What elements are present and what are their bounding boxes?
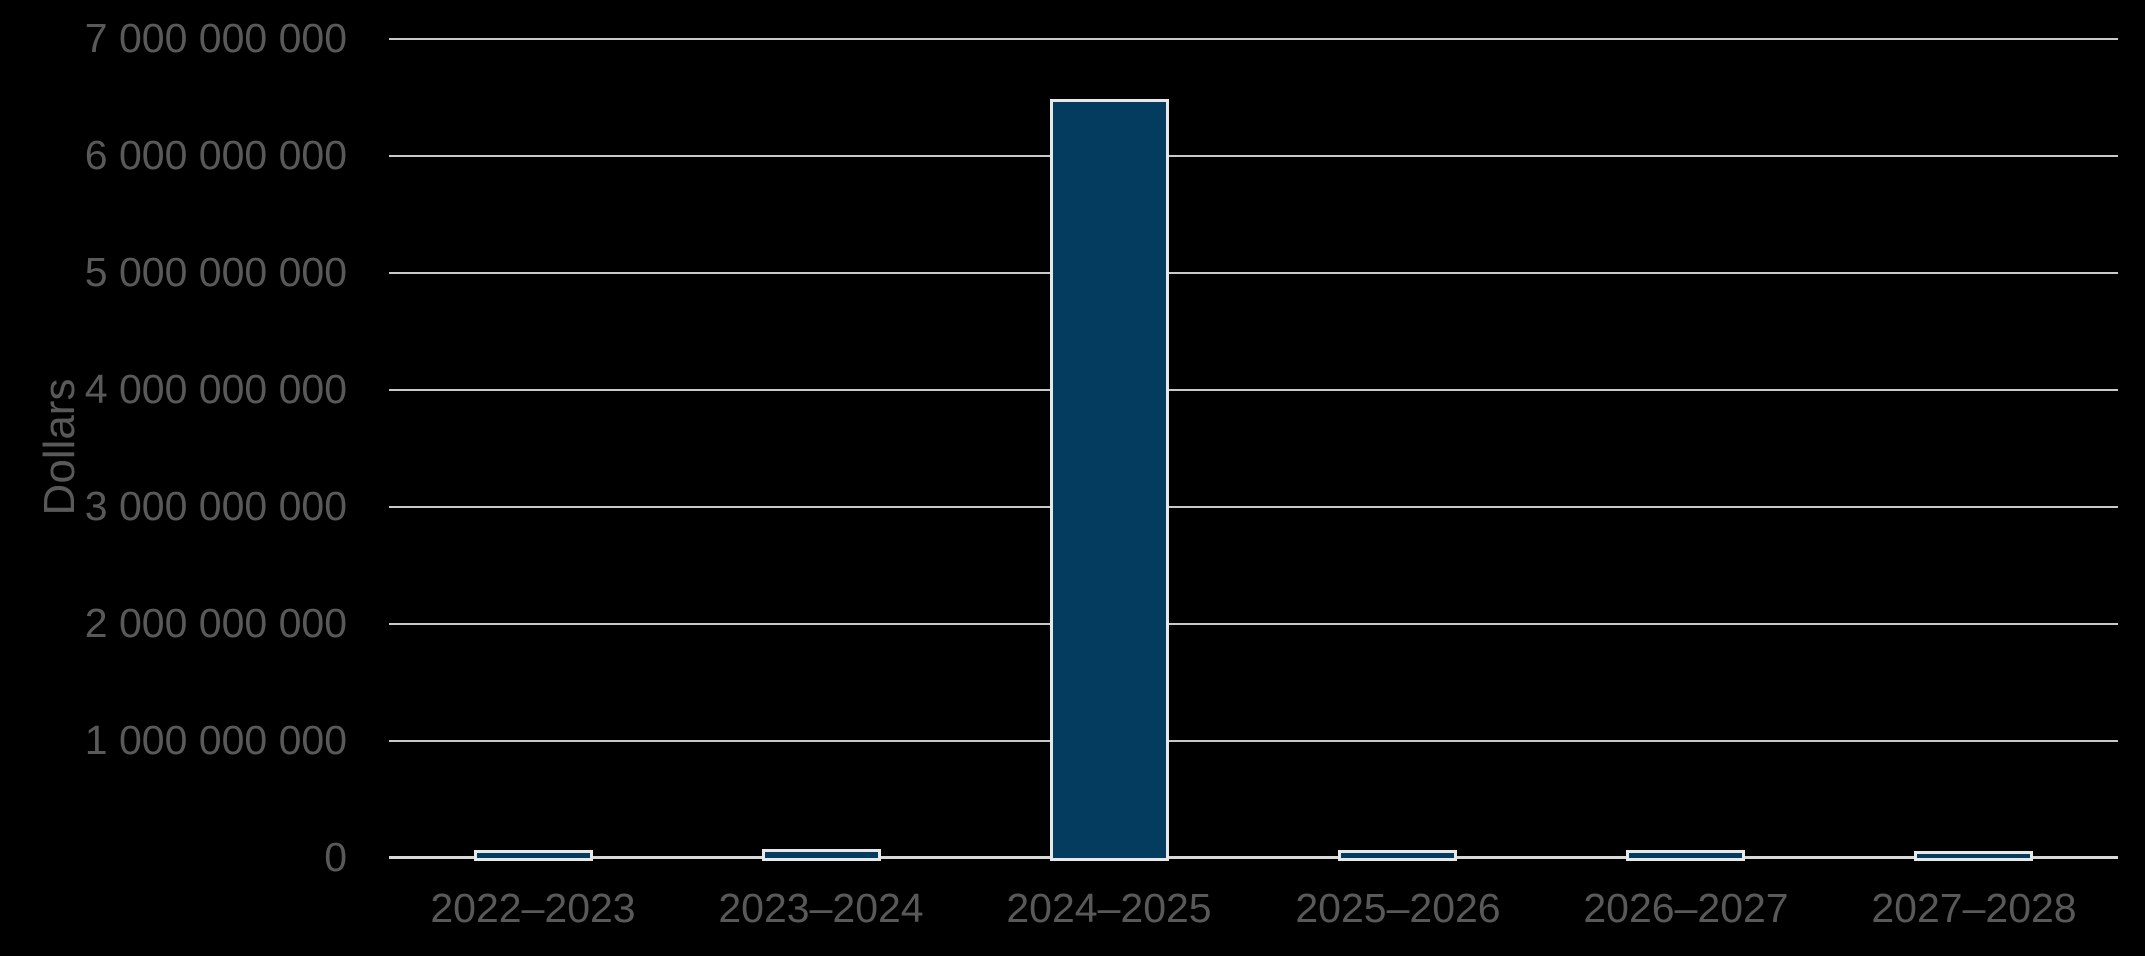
bar-2025–2026: [1338, 850, 1457, 861]
y-tick-label: 7 000 000 000: [84, 15, 347, 61]
y-tick-label: 2 000 000 000: [84, 600, 347, 646]
y-tick-label: 3 000 000 000: [84, 483, 347, 529]
y-tick-label: 5 000 000 000: [84, 249, 347, 295]
y-tick-label: 6 000 000 000: [84, 132, 347, 178]
gridline: [389, 740, 2118, 742]
bar-2026–2027: [1626, 850, 1745, 861]
bar-2022–2023: [474, 850, 593, 861]
gridline: [389, 272, 2118, 274]
bar-2027–2028: [1914, 851, 2033, 861]
bar-2024–2025: [1050, 99, 1169, 861]
bar-2023–2024: [762, 849, 881, 861]
x-tick-label: 2022–2023: [430, 885, 636, 931]
gridline: [389, 623, 2118, 625]
gridline: [389, 155, 2118, 157]
x-tick-label: 2025–2026: [1295, 885, 1501, 931]
y-tick-label: 1 000 000 000: [84, 717, 347, 763]
gridline: [389, 38, 2118, 40]
x-axis-line: [389, 856, 2118, 859]
y-tick-label: 0: [324, 834, 347, 880]
x-tick-label: 2026–2027: [1583, 885, 1789, 931]
y-tick-label: 4 000 000 000: [84, 366, 347, 412]
x-tick-label: 2023–2024: [718, 885, 924, 931]
gridline: [389, 506, 2118, 508]
x-tick-label: 2024–2025: [1006, 885, 1212, 931]
x-tick-label: 2027–2028: [1871, 885, 2077, 931]
gridline: [389, 389, 2118, 391]
